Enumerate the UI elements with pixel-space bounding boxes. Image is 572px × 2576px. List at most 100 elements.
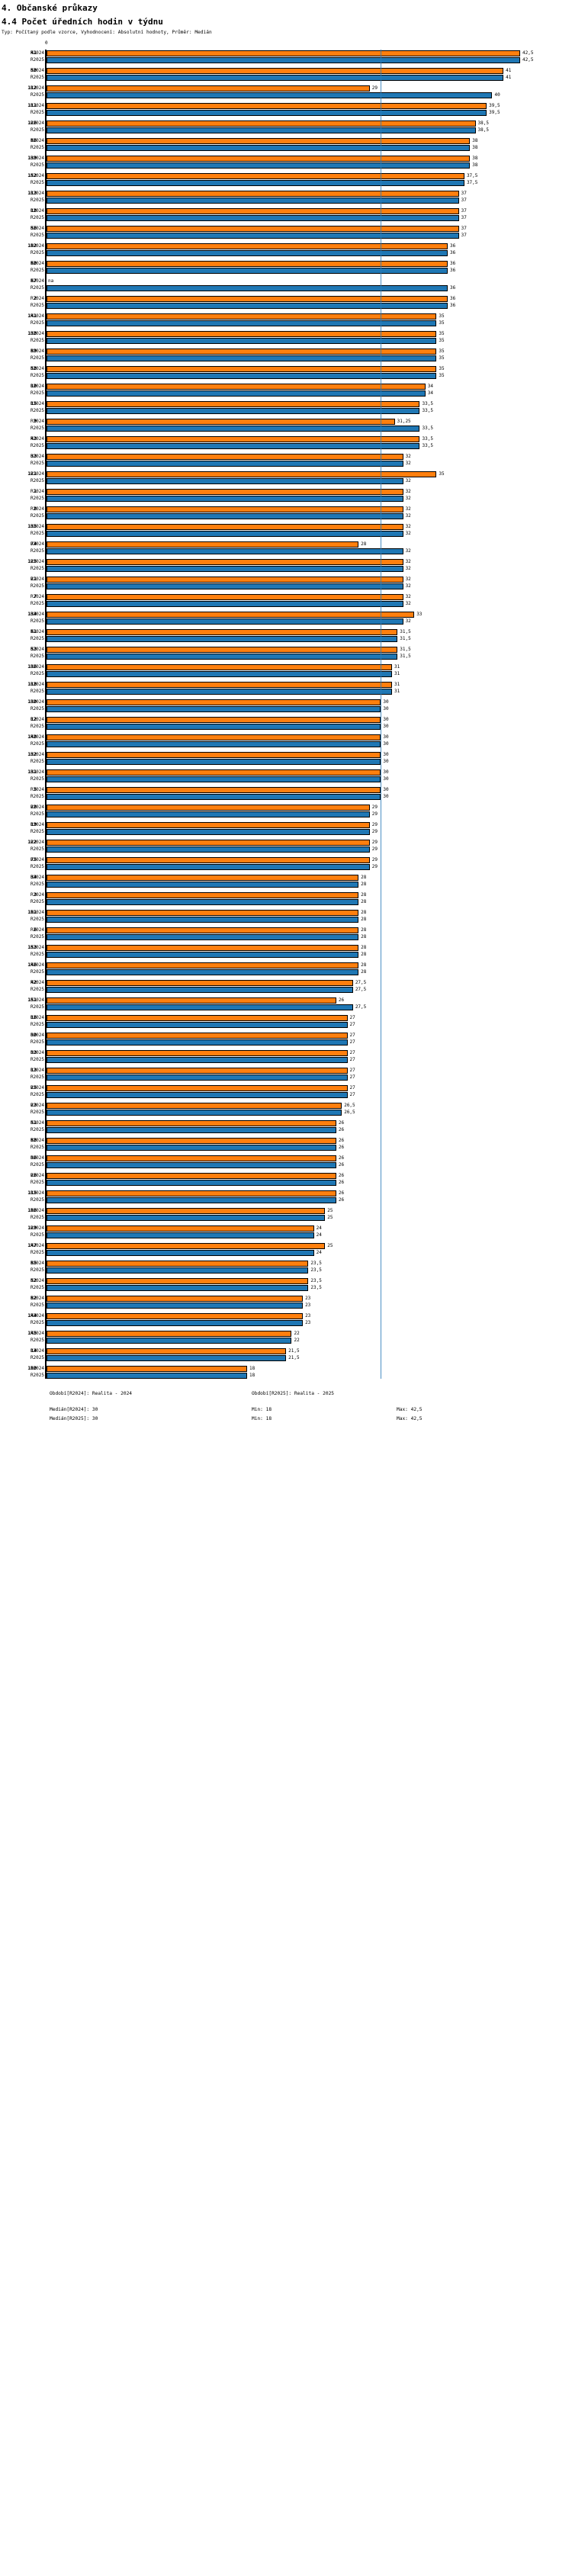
bar[interactable] bbox=[47, 1155, 336, 1161]
bar[interactable] bbox=[47, 663, 392, 670]
bar[interactable] bbox=[47, 1126, 336, 1133]
bar[interactable] bbox=[47, 162, 471, 169]
bar[interactable] bbox=[47, 120, 476, 127]
bar[interactable] bbox=[47, 435, 420, 442]
bar[interactable] bbox=[47, 863, 370, 870]
bar[interactable] bbox=[47, 1102, 342, 1109]
bar[interactable] bbox=[47, 909, 359, 916]
bar[interactable] bbox=[47, 723, 381, 730]
bar[interactable] bbox=[47, 705, 381, 712]
bar[interactable] bbox=[47, 232, 459, 239]
bar[interactable] bbox=[47, 986, 353, 993]
bar[interactable] bbox=[47, 214, 459, 221]
bar[interactable] bbox=[47, 506, 403, 512]
bar[interactable] bbox=[47, 997, 336, 1004]
bar[interactable] bbox=[47, 1295, 304, 1302]
bar[interactable] bbox=[47, 1232, 314, 1238]
bar[interactable] bbox=[47, 1196, 336, 1203]
bar[interactable] bbox=[47, 1021, 348, 1028]
bar[interactable] bbox=[47, 979, 353, 986]
bar[interactable] bbox=[47, 681, 392, 688]
bar[interactable] bbox=[47, 916, 359, 923]
bar[interactable] bbox=[47, 127, 476, 133]
bar[interactable] bbox=[47, 811, 370, 817]
bar[interactable] bbox=[47, 207, 459, 214]
bar[interactable] bbox=[47, 593, 403, 600]
bar[interactable] bbox=[47, 1109, 342, 1116]
bar[interactable] bbox=[47, 1074, 348, 1081]
bar[interactable] bbox=[47, 769, 381, 776]
bar[interactable] bbox=[47, 1277, 309, 1284]
bar[interactable] bbox=[47, 1004, 353, 1010]
bar[interactable] bbox=[47, 372, 437, 379]
bar[interactable] bbox=[47, 699, 381, 705]
bar[interactable] bbox=[47, 839, 370, 846]
bar[interactable] bbox=[47, 891, 359, 898]
bar[interactable] bbox=[47, 1084, 348, 1091]
bar[interactable] bbox=[47, 1260, 309, 1267]
bar[interactable] bbox=[47, 302, 448, 309]
bar[interactable] bbox=[47, 951, 359, 958]
bar[interactable] bbox=[47, 197, 459, 204]
bar[interactable] bbox=[47, 249, 448, 256]
bar[interactable] bbox=[47, 1091, 348, 1098]
bar[interactable] bbox=[47, 320, 437, 326]
bar[interactable] bbox=[47, 260, 448, 267]
bar[interactable] bbox=[47, 85, 370, 92]
bar[interactable] bbox=[47, 172, 464, 179]
bar[interactable] bbox=[47, 933, 359, 940]
bar[interactable] bbox=[47, 144, 471, 151]
bar[interactable] bbox=[47, 653, 398, 660]
bar[interactable] bbox=[47, 1365, 247, 1372]
bar[interactable] bbox=[47, 495, 403, 502]
bar[interactable] bbox=[47, 1284, 309, 1291]
bar[interactable] bbox=[47, 618, 403, 625]
bar[interactable] bbox=[47, 1267, 309, 1274]
bar[interactable] bbox=[47, 734, 381, 740]
bar[interactable] bbox=[47, 1190, 336, 1196]
bar[interactable] bbox=[47, 1032, 348, 1039]
bar[interactable] bbox=[47, 716, 381, 723]
bar[interactable] bbox=[47, 846, 370, 853]
bar[interactable] bbox=[47, 225, 459, 232]
bar[interactable] bbox=[47, 243, 448, 249]
bar[interactable] bbox=[47, 541, 359, 548]
bar[interactable] bbox=[47, 1242, 326, 1249]
bar[interactable] bbox=[47, 284, 448, 291]
bar[interactable] bbox=[47, 1319, 304, 1326]
bar[interactable] bbox=[47, 1302, 304, 1309]
bar[interactable] bbox=[47, 383, 426, 390]
bar[interactable] bbox=[47, 600, 403, 607]
bar[interactable] bbox=[47, 688, 392, 695]
bar[interactable] bbox=[47, 968, 359, 975]
bar[interactable] bbox=[47, 471, 437, 477]
bar[interactable] bbox=[47, 793, 381, 800]
bar[interactable] bbox=[47, 874, 359, 881]
bar[interactable] bbox=[47, 523, 403, 530]
bar[interactable] bbox=[47, 786, 381, 793]
bar[interactable] bbox=[47, 400, 420, 407]
bar[interactable] bbox=[47, 1337, 292, 1344]
bar[interactable] bbox=[47, 635, 398, 642]
bar[interactable] bbox=[47, 337, 437, 344]
bar[interactable] bbox=[47, 442, 420, 449]
bar[interactable] bbox=[47, 628, 398, 635]
bar[interactable] bbox=[47, 856, 370, 863]
bar[interactable] bbox=[47, 670, 392, 677]
bar[interactable] bbox=[47, 1056, 348, 1063]
bar[interactable] bbox=[47, 355, 437, 361]
bar[interactable] bbox=[47, 179, 464, 186]
bar[interactable] bbox=[47, 530, 403, 537]
bar[interactable] bbox=[47, 488, 403, 495]
bar[interactable] bbox=[47, 190, 459, 197]
bar[interactable] bbox=[47, 50, 520, 56]
bar[interactable] bbox=[47, 348, 437, 355]
bar[interactable] bbox=[47, 425, 420, 432]
bar[interactable] bbox=[47, 390, 426, 397]
bar[interactable] bbox=[47, 1372, 247, 1379]
bar[interactable] bbox=[47, 74, 504, 81]
bar[interactable] bbox=[47, 330, 437, 337]
bar[interactable] bbox=[47, 611, 415, 618]
bar[interactable] bbox=[47, 776, 381, 782]
bar[interactable] bbox=[47, 1207, 326, 1214]
